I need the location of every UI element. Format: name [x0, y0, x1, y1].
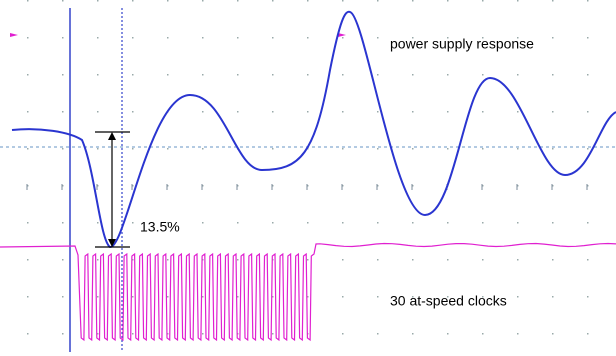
droop-measure [95, 131, 130, 248]
clock-trace [0, 242, 616, 342]
droop-label: 13.5% [140, 219, 180, 235]
center-ticks [26, 184, 588, 190]
trace-label: power supply response [390, 36, 534, 52]
clock-label: 30 at-speed clocks [390, 293, 507, 309]
